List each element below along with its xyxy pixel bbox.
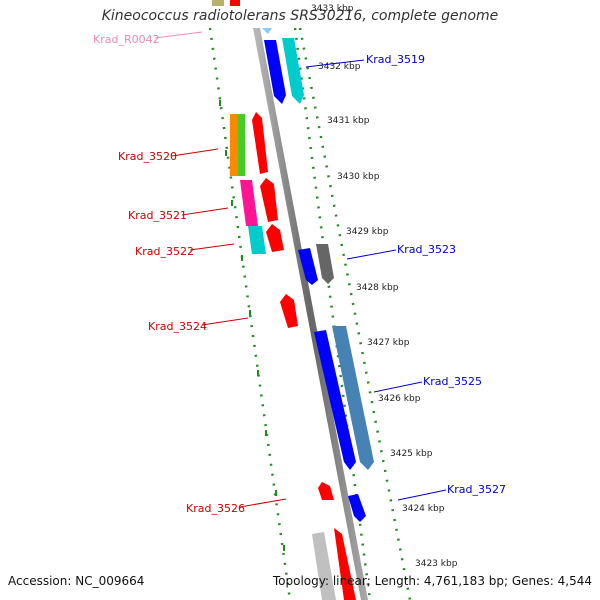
tick-label: 3429 kbp (346, 227, 389, 237)
gene-feature-3521-red (260, 178, 278, 222)
genome-summary-text: Topology: linear; Length: 4,761,183 bp; … (272, 574, 592, 588)
gene-feature-3519-blue (264, 40, 286, 104)
tick-label: 3428 kbp (356, 283, 399, 293)
gene-label-krad-3520: Krad_3520 (118, 150, 177, 163)
tick-label: 3431 kbp (327, 116, 370, 126)
leader-krad-r0042 (154, 31, 203, 39)
gene-label-krad-3525: Krad_3525 (423, 375, 482, 388)
gene-feature-3524-red (280, 294, 298, 328)
gene-feature-3523-gray (316, 244, 334, 284)
leader-krad-3526 (239, 498, 287, 508)
leader-lines (154, 31, 447, 508)
gene-label-krad-3519: Krad_3519 (366, 53, 425, 66)
gene-label-krad-3522: Krad_3522 (135, 245, 194, 258)
gene-feature-red-bottom (334, 528, 356, 600)
leader-krad-3521 (181, 207, 229, 216)
axis-dashes (219, 100, 285, 551)
gene-feature-3527-blue (348, 494, 366, 522)
gene-feature-3519-cyan (282, 38, 304, 104)
tick-label: 3426 kbp (378, 394, 421, 404)
leader-krad-3519 (305, 59, 365, 68)
tick-label: 3432 kbp (318, 62, 361, 72)
inner-left-guide (208, 27, 292, 600)
genome-backbone (253, 28, 368, 600)
leader-krad-3523 (346, 249, 397, 260)
gene-label-krad-3523: Krad_3523 (397, 243, 456, 256)
gene-label-krad-3521: Krad_3521 (128, 209, 187, 222)
tick-labels: 3433 kbp 3432 kbp 3431 kbp 3430 kbp 3429… (311, 4, 458, 569)
gene-feature-3520-orange (230, 114, 238, 176)
gene-label-krad-3524: Krad_3524 (148, 320, 207, 333)
tick-label: 3427 kbp (367, 338, 410, 348)
gene-feature-3520-green (238, 114, 245, 176)
tick-label: 3430 kbp (337, 172, 380, 182)
leader-krad-3522 (189, 243, 235, 251)
gene-feature-3522-red (266, 224, 284, 252)
gene-label-krad-3527: Krad_3527 (447, 483, 506, 496)
gene-feature-3520-red (252, 112, 268, 174)
leader-krad-3527 (397, 489, 447, 501)
tick-label: 3433 kbp (311, 4, 354, 14)
tick-label: 3423 kbp (415, 559, 458, 569)
leader-krad-3524 (201, 317, 249, 326)
gene-feature-3521-magenta (240, 180, 258, 226)
accession-text: Accession: NC_009664 (8, 574, 145, 588)
gene-feature-3525-blue (314, 330, 356, 470)
rna-feature (262, 28, 272, 34)
gene-label-krad-3526: Krad_3526 (186, 502, 245, 515)
leader-krad-3525 (373, 381, 423, 393)
gene-feature-3522-cyan (248, 226, 266, 254)
gene-feature-olive (212, 0, 224, 6)
gene-label-krad-r0042: Krad_R0042 (93, 33, 160, 46)
gene-labels: Krad_R0042 Krad_3519 Krad_3520 Krad_3521… (93, 33, 506, 515)
tick-label: 3424 kbp (402, 504, 445, 514)
gene-feature-gray-bottom (312, 532, 336, 600)
tick-label: 3425 kbp (390, 449, 433, 459)
gene-feature-3525-steel (332, 326, 374, 470)
map-title: Kineococcus radiotolerans SRS30216, comp… (101, 8, 499, 24)
gene-feature-3526-red (318, 482, 334, 500)
leader-krad-3520 (171, 148, 219, 157)
outer-right-guide (298, 27, 412, 600)
gene-feature-3523-blue (298, 248, 318, 285)
gene-feature-red-top (230, 0, 240, 6)
